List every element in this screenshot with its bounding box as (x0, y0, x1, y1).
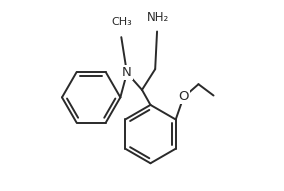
Text: NH₂: NH₂ (147, 11, 169, 24)
Text: O: O (178, 90, 189, 103)
Text: N: N (122, 66, 132, 79)
Text: CH₃: CH₃ (111, 17, 132, 27)
